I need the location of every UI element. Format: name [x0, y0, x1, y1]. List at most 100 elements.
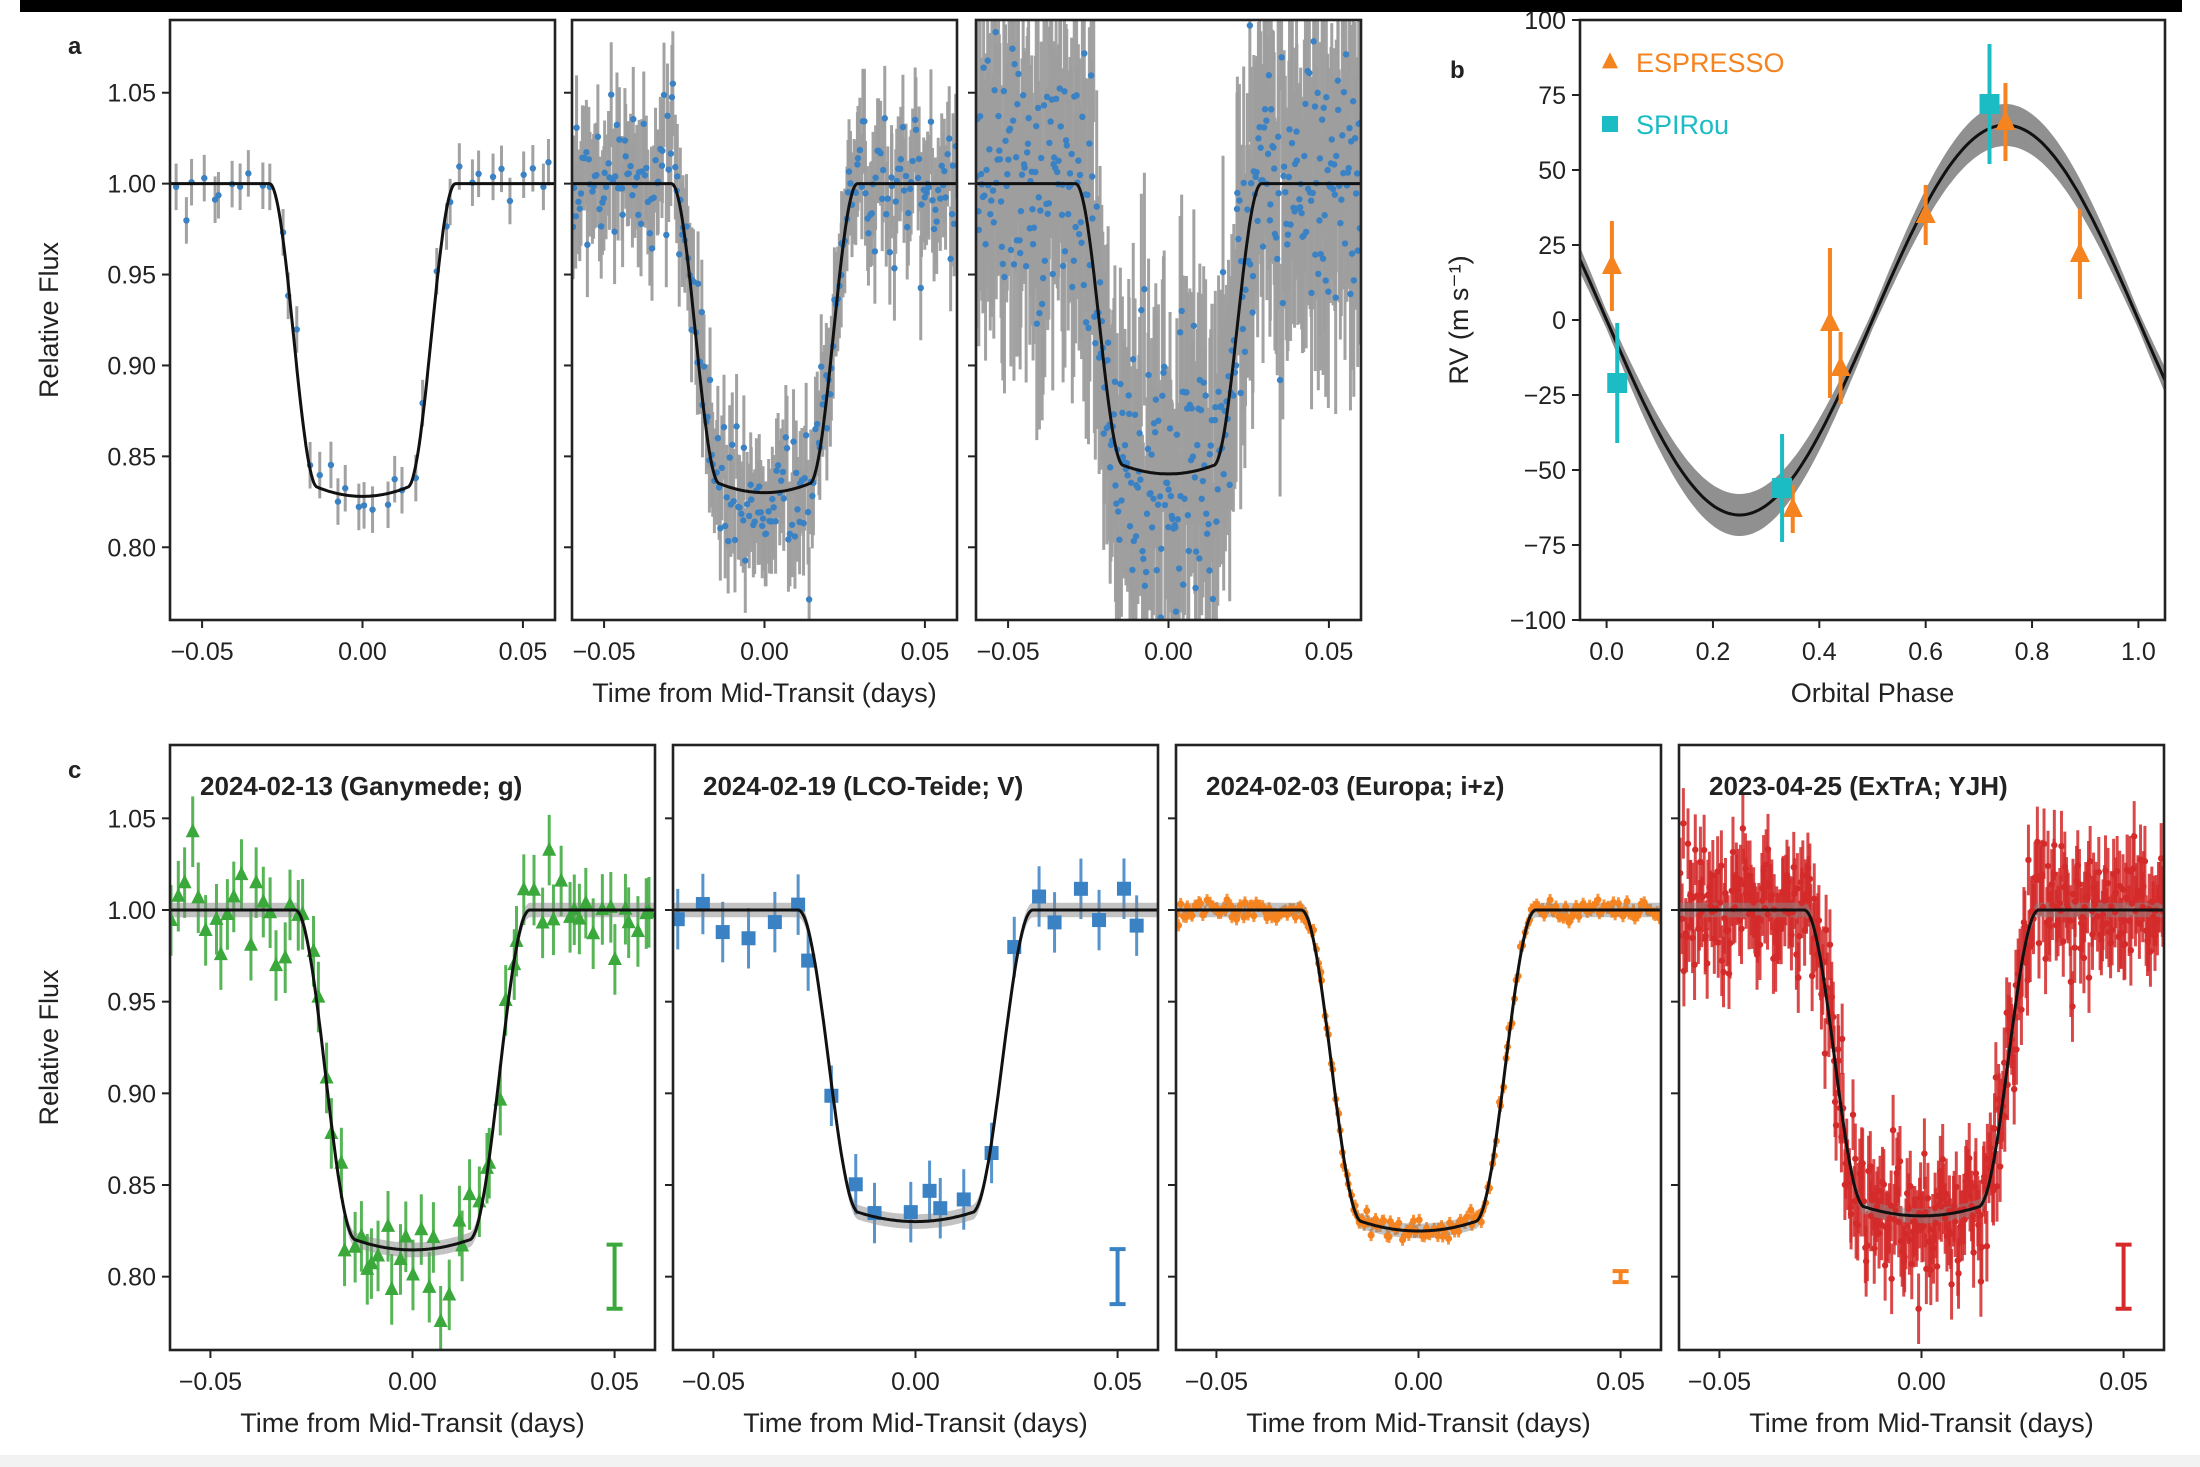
data-point [946, 135, 953, 142]
data-point [600, 195, 608, 202]
data-point [1086, 140, 1093, 147]
data-point [740, 517, 747, 524]
data-point [1346, 124, 1353, 132]
data-point [1818, 991, 1825, 998]
data-point [529, 165, 537, 172]
data-point [2113, 868, 2121, 875]
data-point [1740, 880, 1747, 888]
data-point [917, 284, 924, 292]
data-point [1601, 254, 1622, 274]
data-point [1174, 516, 1181, 523]
data-point [1044, 210, 1051, 217]
data-point [673, 912, 685, 927]
transit-model-curve [1679, 908, 2164, 1218]
data-point [1722, 890, 1729, 897]
data-point [1215, 388, 1222, 395]
data-point [1033, 122, 1040, 130]
data-point [1234, 189, 1241, 197]
data-point [1207, 442, 1214, 449]
data-point [1298, 209, 1305, 217]
data-point [1760, 867, 1767, 874]
data-point [1140, 555, 1147, 563]
data-point [2084, 894, 2091, 902]
data-point [2010, 1085, 2018, 1093]
data-point [1724, 927, 1732, 934]
data-point [942, 194, 949, 201]
data-point [613, 121, 621, 129]
data-point [1034, 104, 1042, 112]
data-point [1991, 1125, 1998, 1132]
data-point [1119, 409, 1126, 417]
data-point [2121, 940, 2129, 948]
data-point [858, 183, 866, 191]
data-point [211, 196, 219, 203]
data-point [1859, 1160, 1866, 1167]
data-point [1875, 1230, 1883, 1237]
data-point [897, 165, 904, 173]
data-point [1351, 135, 1359, 142]
data-point [1415, 1216, 1423, 1224]
data-point [1819, 311, 1840, 331]
data-point [1332, 294, 1339, 301]
data-point [226, 888, 241, 903]
data-point [1842, 1160, 1849, 1167]
data-point [602, 183, 610, 191]
data-point [1181, 495, 1188, 502]
y-tick-label: 0.95 [107, 989, 156, 1017]
data-point [1764, 846, 1772, 853]
data-point [2090, 884, 2097, 892]
data-point [1920, 1223, 1927, 1230]
data-point [2102, 867, 2109, 874]
data-point [381, 1217, 396, 1232]
data-point [1035, 194, 1042, 201]
y-tick-label: 75 [1538, 82, 1566, 110]
data-point [1203, 530, 1211, 537]
data-point [996, 147, 1003, 154]
data-point [950, 220, 957, 228]
y-tick-label: 0.90 [107, 1080, 156, 1108]
data-point [2157, 855, 2164, 862]
data-point [801, 475, 808, 482]
data-point [1183, 902, 1191, 910]
data-point [1280, 172, 1287, 180]
data-point [369, 506, 376, 513]
x-tick-label: 0.05 [1596, 1368, 1645, 1396]
data-point [1540, 911, 1548, 919]
data-point [1943, 1190, 1950, 1198]
data-point [1041, 257, 1049, 264]
data-point [1148, 451, 1155, 458]
data-point [1197, 406, 1205, 414]
data-point [814, 420, 821, 428]
data-point [757, 509, 764, 516]
data-point [1073, 881, 1088, 896]
data-point [981, 192, 988, 199]
data-point [1316, 217, 1323, 224]
data-point [1244, 910, 1252, 918]
data-point [659, 147, 666, 154]
data-point [348, 1238, 363, 1253]
data-point [1147, 489, 1154, 497]
data-point [1580, 902, 1588, 910]
data-point [1725, 970, 1733, 977]
data-point [881, 115, 888, 122]
data-point [2038, 872, 2046, 879]
data-point [1001, 273, 1008, 281]
data-point [191, 889, 206, 904]
data-point [1177, 900, 1185, 908]
data-point [1116, 536, 1123, 543]
data-point [573, 124, 580, 131]
x-tick-label: 0.00 [1897, 1368, 1946, 1396]
data-point [751, 518, 758, 525]
data-point [948, 210, 956, 218]
data-point [1680, 820, 1687, 827]
data-point [593, 171, 600, 179]
data-point [1885, 1224, 1892, 1232]
data-point [1032, 889, 1047, 904]
data-point [616, 136, 623, 143]
data-point [1874, 1198, 1882, 1206]
data-point [1728, 887, 1735, 894]
data-point [982, 241, 989, 248]
data-point [1964, 1180, 1972, 1188]
data-point [1078, 239, 1085, 246]
